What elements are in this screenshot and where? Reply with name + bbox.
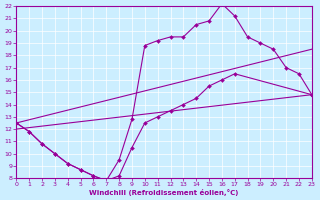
X-axis label: Windchill (Refroidissement éolien,°C): Windchill (Refroidissement éolien,°C): [89, 189, 239, 196]
